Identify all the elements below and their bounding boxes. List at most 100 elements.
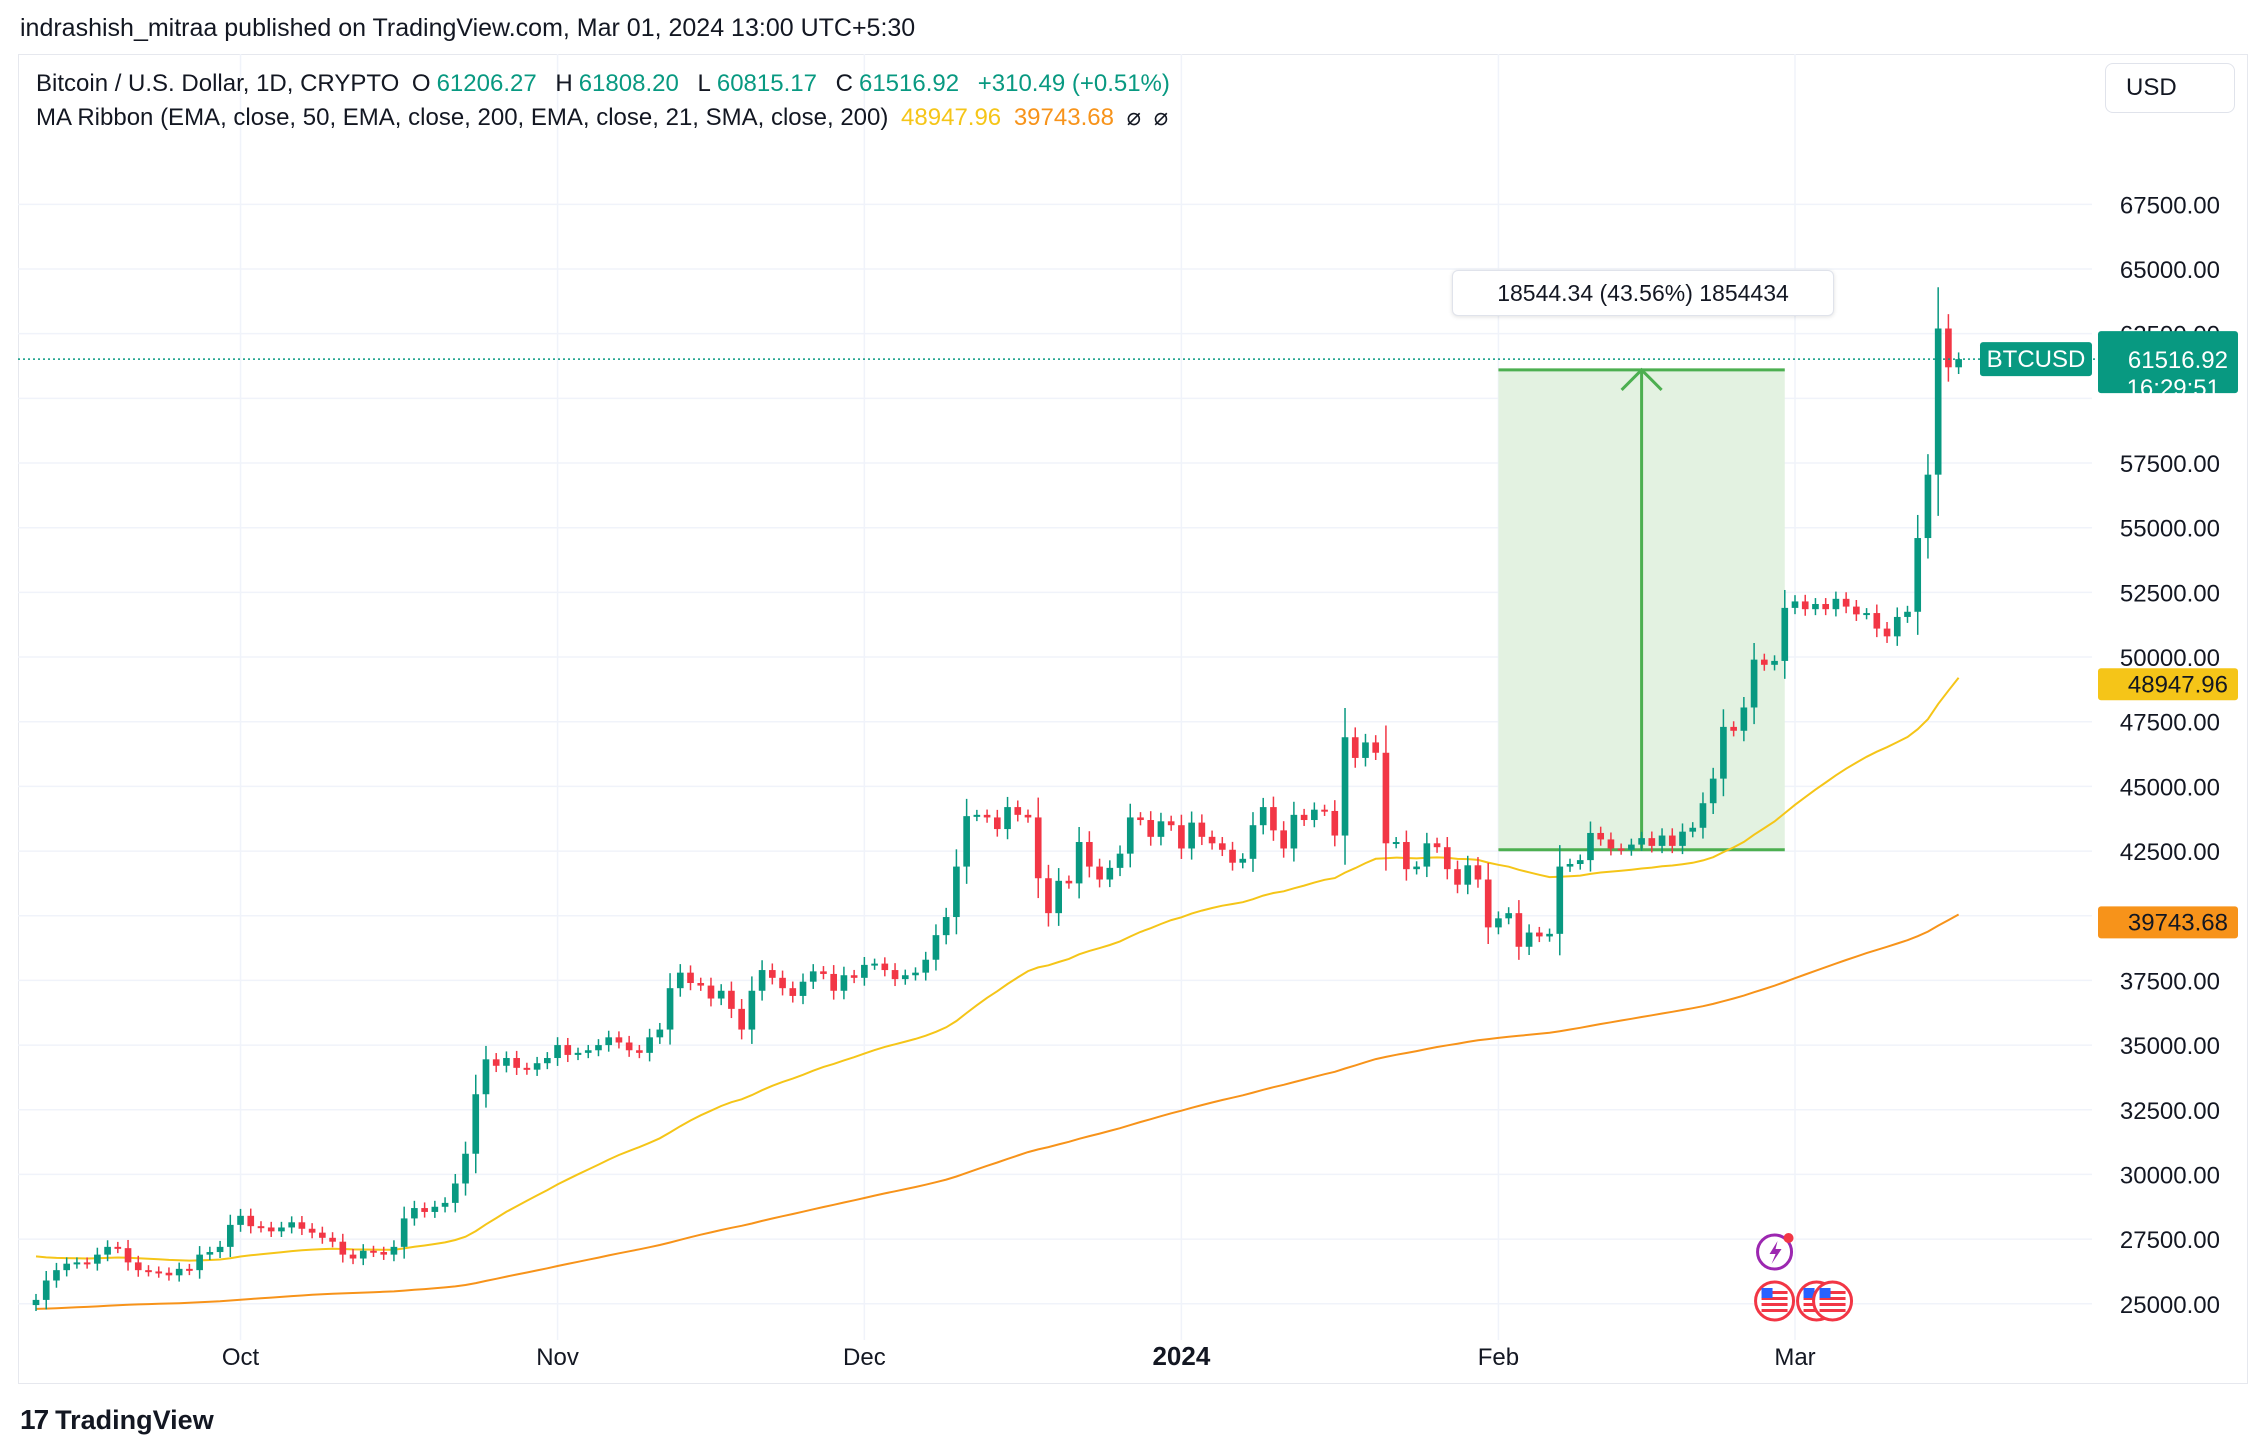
- indicator-legend[interactable]: MA Ribbon (EMA, close, 50, EMA, close, 2…: [36, 103, 1174, 132]
- time-tick-label: Nov: [536, 1344, 579, 1371]
- candle-body: [1045, 878, 1052, 914]
- candle-body: [503, 1058, 510, 1066]
- candle-body: [370, 1250, 377, 1253]
- candle-body: [891, 970, 899, 980]
- price-tick-label: 25000.00: [2120, 1292, 2220, 1319]
- candle-body: [1075, 842, 1083, 884]
- candle-body: [901, 975, 909, 980]
- price-tick-label: 45000.00: [2120, 774, 2220, 801]
- candle-body: [155, 1271, 163, 1274]
- price-tick-label: 27500.00: [2120, 1227, 2220, 1254]
- hidden-value-icon-2: ⌀: [1153, 104, 1169, 131]
- candle-body: [216, 1246, 224, 1253]
- range-arrow-head: [1620, 367, 1663, 391]
- candle-body: [666, 988, 674, 1030]
- candle-body: [687, 972, 694, 983]
- candle-body: [1290, 814, 1298, 849]
- candle-body: [1403, 842, 1410, 870]
- candle-body: [1689, 827, 1697, 832]
- candle-body: [1321, 809, 1328, 812]
- price-tick-label: 35000.00: [2120, 1033, 2220, 1060]
- candle-body: [441, 1202, 449, 1207]
- candle-body: [1259, 807, 1267, 826]
- candle-body: [1934, 328, 1942, 475]
- candle-body: [1341, 737, 1349, 836]
- candle-body: [165, 1272, 173, 1276]
- candle-body: [114, 1246, 122, 1249]
- price-tick-label: 65000.00: [2120, 257, 2220, 284]
- price-tick-label: 42500.00: [2120, 839, 2220, 866]
- candle-body: [308, 1228, 316, 1233]
- ema-200-price-tag: 39743.68: [2128, 909, 2228, 936]
- candle-body: [1454, 869, 1461, 885]
- price-tick-label: 37500.00: [2120, 968, 2220, 995]
- candle-body: [625, 1042, 633, 1051]
- candle-body: [42, 1280, 50, 1300]
- change-value: +310.49 (+0.51%): [977, 70, 1170, 97]
- candle-body: [226, 1224, 234, 1247]
- candle-body: [1178, 825, 1185, 849]
- candle-body: [1116, 853, 1124, 868]
- price-tick-label: 47500.00: [2120, 710, 2220, 737]
- candle-body: [257, 1226, 265, 1229]
- candle-body: [932, 935, 940, 960]
- candle-body: [1218, 843, 1226, 850]
- footer-brand[interactable]: 17 TradingView: [20, 1404, 214, 1436]
- candle-body: [1617, 848, 1625, 851]
- candle-body: [840, 975, 848, 991]
- candle-body: [339, 1241, 347, 1255]
- candle-body: [390, 1246, 398, 1255]
- candle-body: [789, 988, 797, 996]
- symbol-legend[interactable]: Bitcoin / U.S. Dollar, 1D, CRYPTO O 61206…: [36, 70, 1176, 98]
- candle-body: [1065, 880, 1073, 884]
- ma-ribbon-label: MA Ribbon (EMA, close, 50, EMA, close, 2…: [36, 104, 889, 131]
- candle-body: [912, 972, 919, 976]
- candle-body: [1464, 865, 1472, 885]
- candle-body: [1382, 752, 1390, 844]
- ma-value-1: 48947.96: [901, 104, 1002, 131]
- us-flag-ring: [1754, 1280, 1796, 1322]
- last-price-tag-bg: [2098, 331, 2238, 394]
- us-flag-stripe: [1819, 1297, 1846, 1300]
- low-value: 60815.17: [716, 70, 817, 97]
- candle-body: [319, 1232, 326, 1238]
- candle-body: [1832, 598, 1840, 610]
- price-tick-label: 52500.00: [2120, 580, 2220, 607]
- candle-body: [1423, 843, 1431, 867]
- symbol-name: Bitcoin / U.S. Dollar, 1D, CRYPTO: [36, 70, 400, 97]
- candle-body: [595, 1045, 602, 1051]
- candle-body: [922, 959, 930, 973]
- candle-body: [1167, 821, 1175, 826]
- candle-body: [1679, 831, 1686, 846]
- currency-button[interactable]: USD: [2105, 63, 2235, 113]
- ema-200-price-tag-bg: [2098, 906, 2238, 939]
- hidden-value-icon-1: ⌀: [1126, 104, 1142, 131]
- candle-body: [1351, 737, 1359, 758]
- candle-body: [1873, 613, 1881, 629]
- candle-body: [676, 972, 684, 989]
- ema-50-price-tag-bg: [2098, 668, 2238, 701]
- candle-body: [1607, 839, 1615, 849]
- candle-body: [124, 1248, 132, 1263]
- candle-body: [278, 1227, 285, 1232]
- candle-body: [1709, 778, 1717, 804]
- symbol-tag-bg: [1980, 342, 2092, 377]
- candle-body: [1914, 538, 1922, 612]
- candle-body: [963, 816, 970, 867]
- candle-body: [1801, 601, 1809, 610]
- candle-body: [1893, 616, 1901, 637]
- candle-body: [1280, 830, 1287, 849]
- candle-body: [574, 1052, 582, 1055]
- candle-body: [544, 1058, 551, 1064]
- publisher-line: indrashish_mitraa published on TradingVi…: [20, 14, 916, 42]
- candle-body: [1198, 822, 1206, 837]
- ema-200-line: [35, 913, 1960, 1310]
- candle-body: [636, 1050, 643, 1053]
- candle-body: [564, 1045, 572, 1055]
- open-label: O: [411, 70, 431, 97]
- us-flag-stripe: [1819, 1291, 1846, 1294]
- price-tick-label: 57500.00: [2120, 451, 2220, 478]
- candle-body: [1730, 726, 1737, 731]
- candle-body: [1055, 880, 1062, 914]
